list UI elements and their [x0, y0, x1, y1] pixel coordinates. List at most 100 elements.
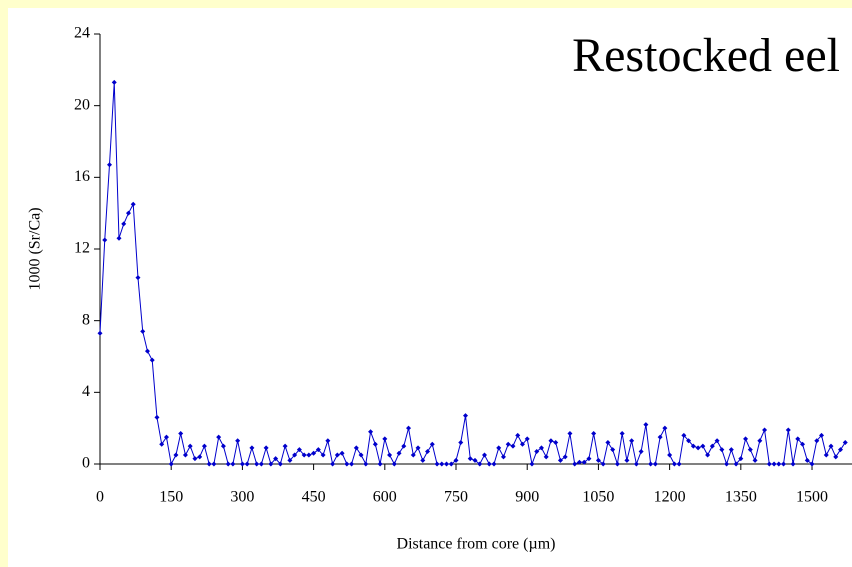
x-tick-label: 0: [96, 489, 104, 506]
data-point: [230, 461, 236, 467]
data-point: [714, 438, 720, 444]
data-point: [425, 448, 431, 454]
data-point: [420, 457, 426, 463]
data-point: [173, 452, 179, 458]
data-point: [182, 452, 188, 458]
data-point: [301, 452, 307, 458]
data-point: [572, 461, 578, 467]
data-point: [743, 436, 749, 442]
x-tick-label: 600: [373, 489, 397, 506]
data-point: [814, 438, 820, 444]
data-point: [116, 235, 122, 241]
chart-background: [8, 8, 852, 567]
data-point: [600, 461, 606, 467]
data-point: [662, 425, 668, 431]
data-point: [349, 461, 355, 467]
data-point: [320, 452, 326, 458]
data-point: [325, 438, 331, 444]
data-point: [429, 441, 435, 447]
data-point: [311, 450, 317, 456]
data-point: [448, 461, 454, 467]
data-point: [562, 454, 568, 460]
data-point: [178, 431, 184, 437]
data-point: [481, 452, 487, 458]
data-point: [652, 461, 658, 467]
data-point: [192, 456, 198, 462]
data-point: [444, 461, 450, 467]
data-point: [387, 452, 393, 458]
data-point: [277, 461, 283, 467]
data-point: [415, 445, 421, 451]
data-point: [771, 461, 777, 467]
data-point: [382, 436, 388, 442]
data-point: [254, 461, 260, 467]
data-point: [463, 413, 469, 419]
data-point: [709, 443, 715, 449]
data-point: [595, 457, 601, 463]
data-point: [505, 441, 511, 447]
data-point: [206, 461, 212, 467]
data-point: [111, 79, 117, 85]
y-tick-label: 12: [74, 240, 90, 257]
data-point: [581, 459, 587, 465]
data-point: [705, 452, 711, 458]
data-point: [543, 454, 549, 460]
data-point: [159, 441, 165, 447]
data-point: [344, 461, 350, 467]
data-point: [211, 461, 217, 467]
data-point: [330, 461, 336, 467]
data-point: [534, 448, 540, 454]
data-point: [776, 461, 782, 467]
data-point: [391, 461, 397, 467]
data-point: [163, 434, 169, 440]
data-point: [747, 447, 753, 453]
data-point: [733, 461, 739, 467]
x-axis-label: Distance from core (µm): [397, 536, 556, 553]
data-point: [624, 457, 630, 463]
data-point: [781, 461, 787, 467]
data-point: [102, 237, 108, 243]
data-point: [249, 445, 255, 451]
data-point: [486, 461, 492, 467]
data-point: [728, 447, 734, 453]
data-point: [586, 456, 592, 462]
data-point: [576, 459, 582, 465]
data-point: [268, 461, 274, 467]
data-point: [510, 443, 516, 449]
data-point: [524, 436, 530, 442]
data-point: [334, 452, 340, 458]
data-point: [800, 441, 806, 447]
data-point: [823, 452, 829, 458]
data-point: [643, 422, 649, 428]
y-tick-label: 16: [74, 168, 90, 185]
data-point: [287, 457, 293, 463]
data-point: [838, 447, 844, 453]
data-point: [273, 456, 279, 462]
data-point: [591, 431, 597, 437]
data-point: [315, 447, 321, 453]
data-point: [149, 357, 155, 363]
data-point: [235, 438, 241, 444]
data-point: [766, 461, 772, 467]
data-point: [144, 348, 150, 354]
data-point: [614, 461, 620, 467]
y-tick-label: 20: [74, 96, 90, 113]
data-point: [106, 162, 112, 168]
data-point: [121, 221, 127, 227]
data-point: [358, 452, 364, 458]
data-point: [833, 454, 839, 460]
data-point: [130, 201, 136, 207]
data-point: [605, 440, 611, 445]
chart-title: Restocked eel: [572, 29, 840, 82]
data-point: [500, 454, 506, 460]
data-point: [804, 457, 810, 463]
y-tick-label: 0: [82, 455, 90, 472]
x-tick-label: 1050: [582, 489, 614, 506]
data-point: [695, 445, 701, 451]
data-point: [225, 461, 231, 467]
data-point: [477, 461, 483, 467]
data-point: [785, 427, 791, 433]
data-point: [125, 210, 131, 216]
data-point: [339, 450, 345, 456]
